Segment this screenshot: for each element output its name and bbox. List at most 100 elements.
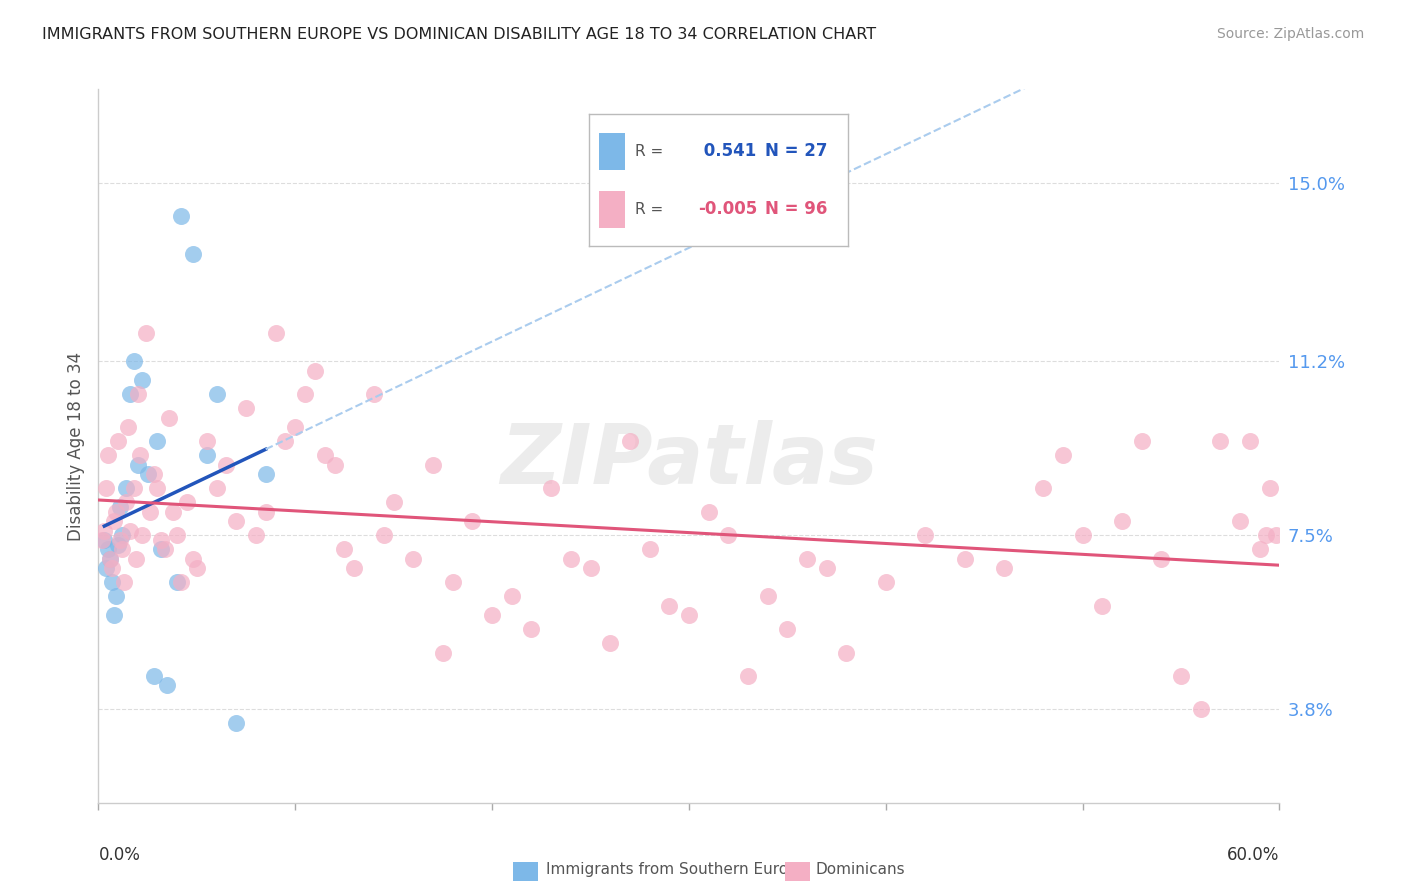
- Point: [304, 364, 326, 378]
- Point: [560, 551, 582, 566]
- Point: [993, 561, 1015, 575]
- Point: [107, 538, 129, 552]
- Point: [756, 589, 779, 603]
- Point: [1130, 434, 1153, 449]
- Point: [205, 481, 228, 495]
- Point: [1249, 542, 1271, 557]
- Point: [111, 528, 134, 542]
- Point: [170, 575, 193, 590]
- Point: [117, 420, 139, 434]
- Y-axis label: Disability Age 18 to 34: Disability Age 18 to 34: [66, 351, 84, 541]
- Point: [501, 589, 523, 603]
- Point: [1170, 669, 1192, 683]
- Text: IMMIGRANTS FROM SOUTHERN EUROPE VS DOMINICAN DISABILITY AGE 18 TO 34 CORRELATION: IMMIGRANTS FROM SOUTHERN EUROPE VS DOMIN…: [42, 27, 876, 42]
- Point: [91, 533, 114, 547]
- Point: [1258, 481, 1281, 495]
- Point: [136, 467, 159, 482]
- Point: [402, 551, 425, 566]
- Point: [111, 542, 134, 557]
- Point: [127, 458, 149, 472]
- Point: [638, 542, 661, 557]
- Point: [97, 542, 120, 557]
- Point: [323, 458, 346, 472]
- Point: [131, 528, 153, 542]
- Point: [1071, 528, 1094, 542]
- Point: [333, 542, 356, 557]
- Point: [162, 505, 184, 519]
- Point: [1264, 528, 1286, 542]
- Point: [115, 495, 138, 509]
- Point: [245, 528, 267, 542]
- Point: [422, 458, 444, 472]
- Point: [128, 449, 150, 463]
- Point: [115, 481, 138, 495]
- Point: [101, 575, 124, 590]
- Point: [314, 449, 336, 463]
- Point: [118, 387, 141, 401]
- Point: [1052, 449, 1074, 463]
- Text: Source: ZipAtlas.com: Source: ZipAtlas.com: [1216, 27, 1364, 41]
- Point: [156, 678, 179, 692]
- Point: [481, 607, 503, 622]
- Point: [461, 514, 484, 528]
- Point: [373, 528, 395, 542]
- Point: [122, 354, 145, 368]
- Point: [914, 528, 936, 542]
- Point: [146, 481, 169, 495]
- Point: [343, 561, 366, 575]
- Point: [875, 575, 897, 590]
- Point: [717, 528, 740, 542]
- Point: [103, 607, 125, 622]
- Text: 60.0%: 60.0%: [1227, 846, 1279, 863]
- Point: [112, 575, 135, 590]
- Point: [579, 561, 602, 575]
- Point: [195, 449, 218, 463]
- Point: [150, 542, 173, 557]
- Point: [105, 589, 128, 603]
- Point: [432, 646, 454, 660]
- Point: [93, 524, 115, 538]
- Point: [520, 622, 543, 636]
- Point: [540, 481, 562, 495]
- Point: [363, 387, 385, 401]
- Point: [101, 561, 124, 575]
- Point: [205, 387, 228, 401]
- Point: [186, 561, 208, 575]
- Point: [815, 561, 838, 575]
- Point: [1091, 599, 1114, 613]
- Point: [142, 467, 165, 482]
- Point: [131, 373, 153, 387]
- Point: [254, 467, 277, 482]
- Point: [146, 434, 169, 449]
- Point: [1254, 528, 1277, 542]
- Point: [599, 636, 621, 650]
- Point: [235, 401, 257, 416]
- Point: [97, 449, 120, 463]
- Point: [284, 420, 307, 434]
- Point: [155, 542, 177, 557]
- Point: [835, 646, 858, 660]
- Point: [441, 575, 464, 590]
- Text: Immigrants from Southern Europe: Immigrants from Southern Europe: [546, 863, 807, 877]
- Text: Dominicans: Dominicans: [815, 863, 905, 877]
- Point: [1209, 434, 1232, 449]
- Point: [98, 551, 121, 566]
- Point: [105, 505, 128, 519]
- Point: [181, 551, 204, 566]
- Point: [122, 481, 145, 495]
- Point: [1150, 551, 1173, 566]
- Point: [96, 561, 118, 575]
- Point: [737, 669, 759, 683]
- Point: [107, 434, 129, 449]
- Point: [658, 599, 681, 613]
- Text: 0.0%: 0.0%: [98, 846, 141, 863]
- Point: [103, 514, 125, 528]
- Point: [157, 410, 180, 425]
- Point: [254, 505, 277, 519]
- Point: [176, 495, 198, 509]
- Point: [93, 533, 115, 547]
- Point: [98, 551, 121, 566]
- Point: [166, 528, 188, 542]
- Text: ZIPatlas: ZIPatlas: [501, 420, 877, 500]
- Point: [195, 434, 218, 449]
